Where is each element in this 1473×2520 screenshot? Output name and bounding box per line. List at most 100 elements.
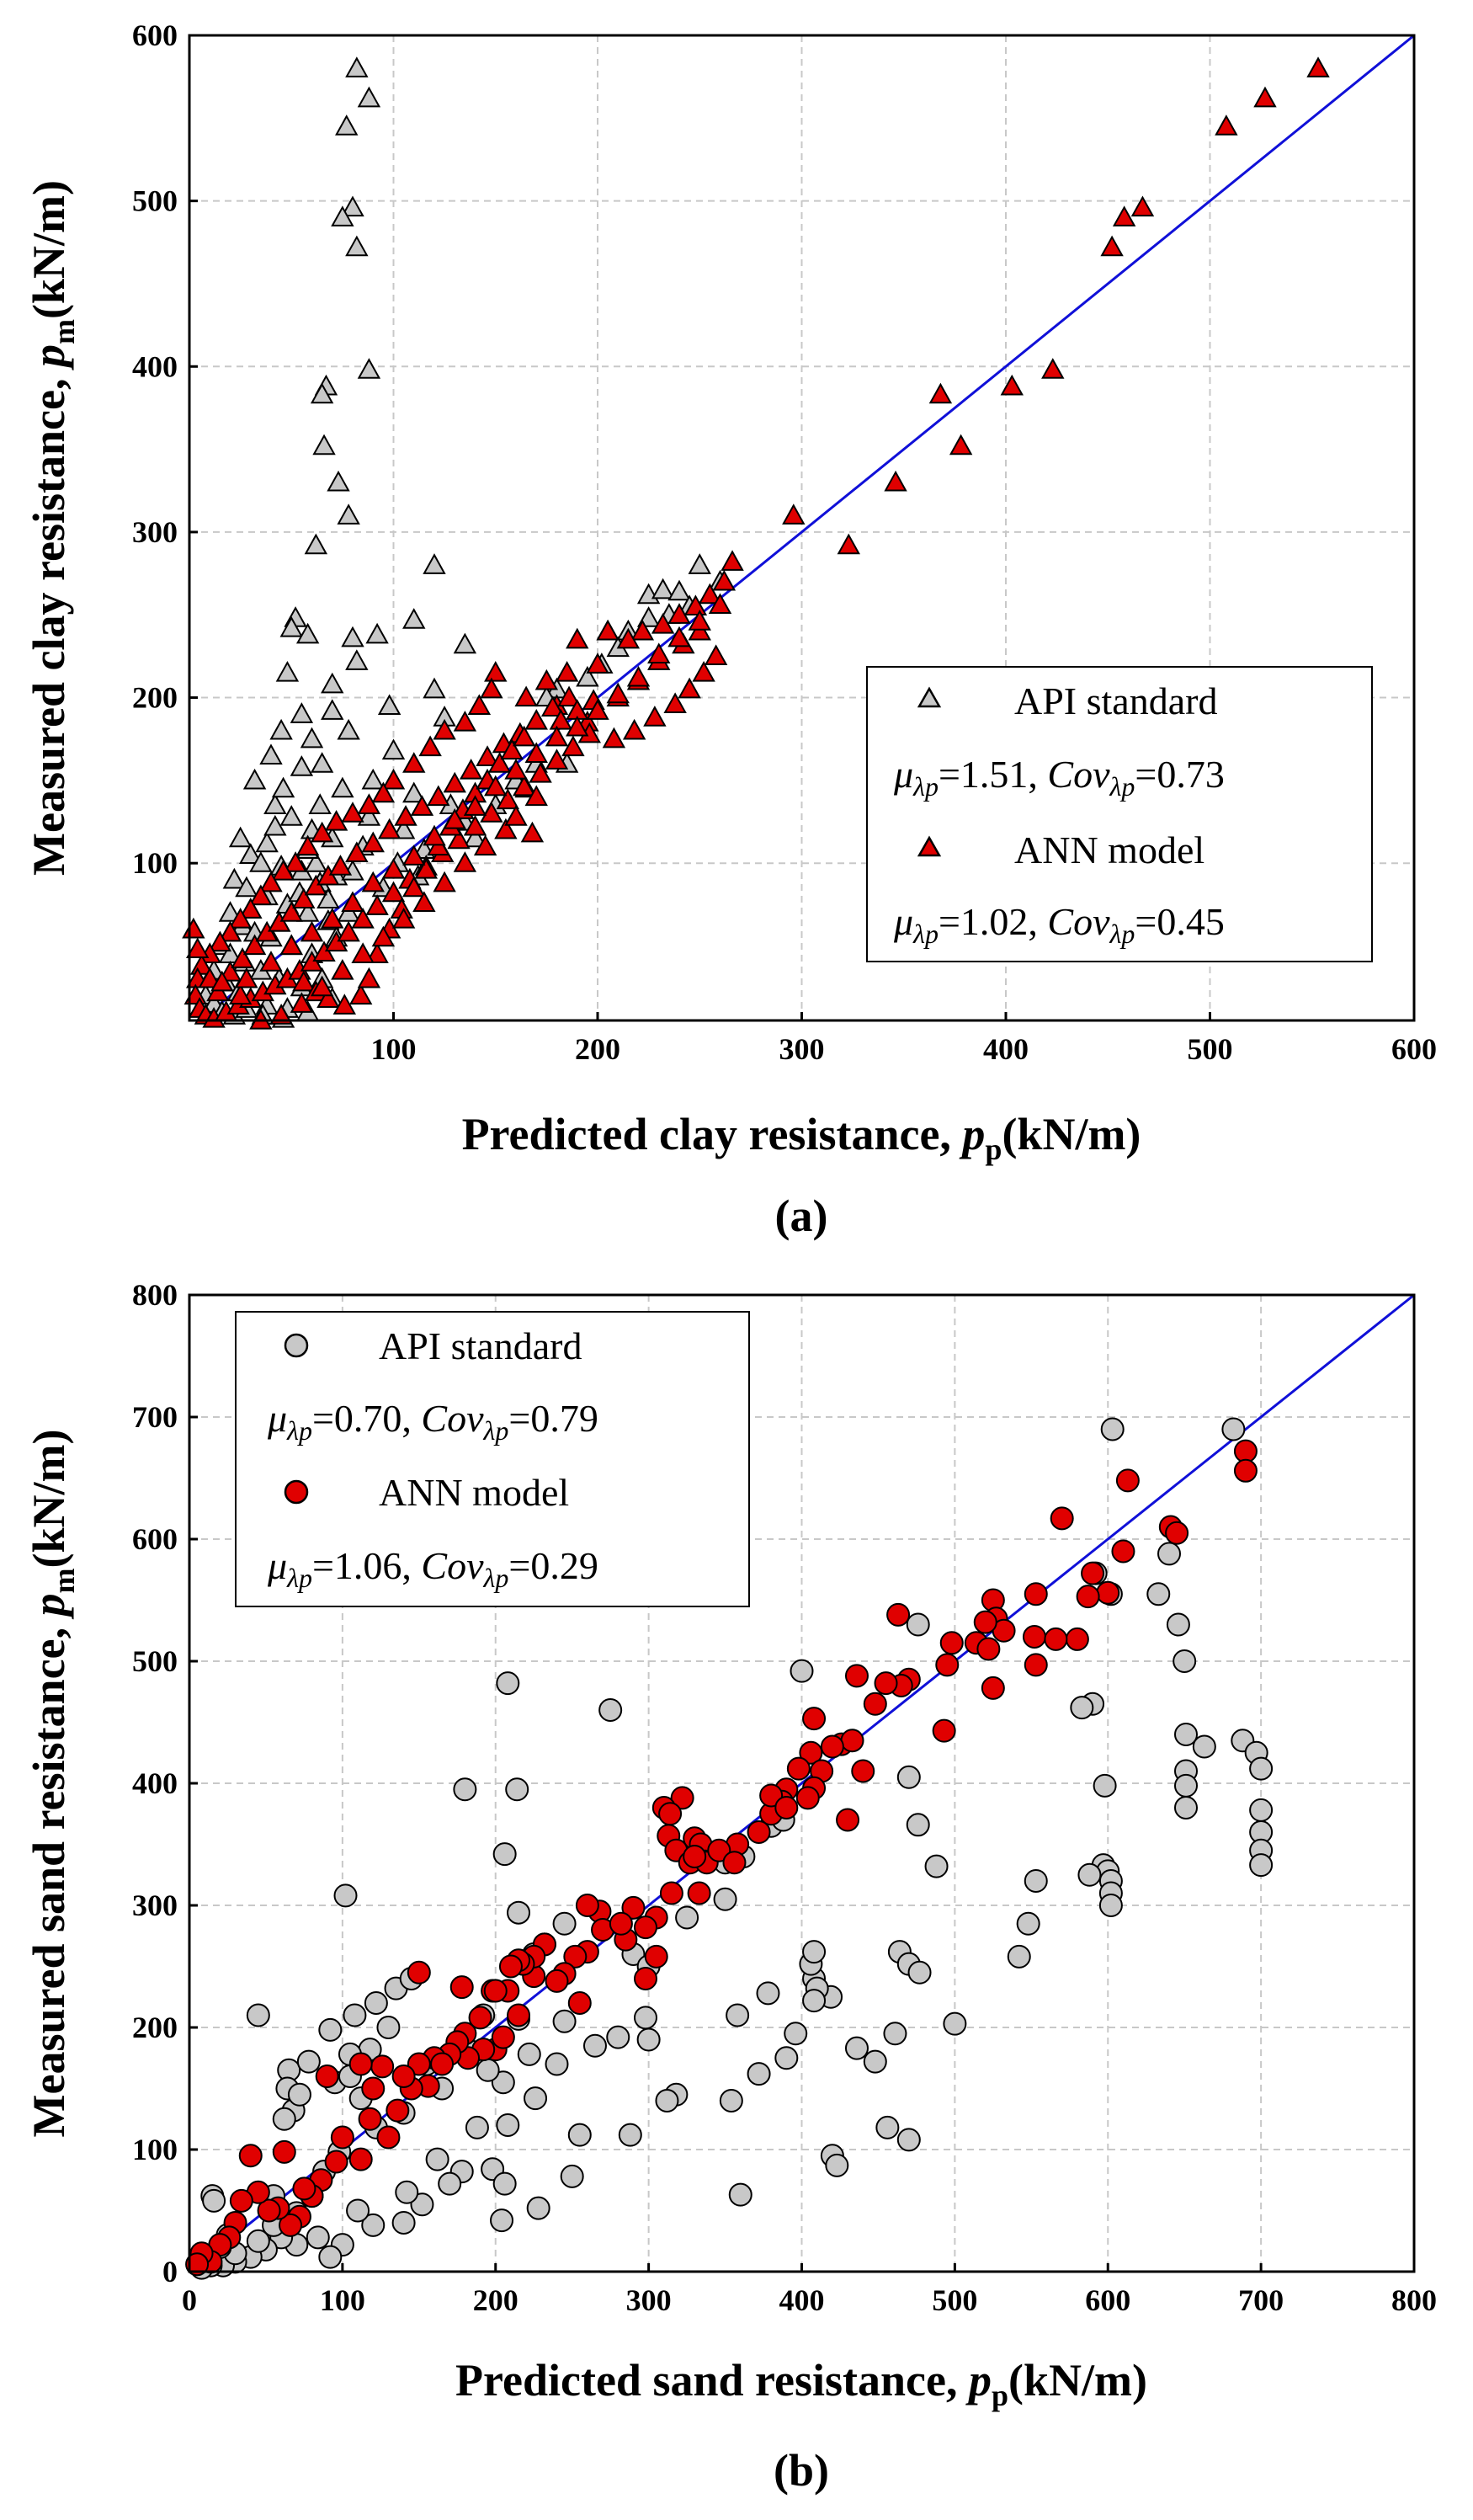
panel-b-ann-point	[935, 1653, 960, 1677]
panel-b-ann-point	[939, 1631, 964, 1655]
panel-b-x-tick-label: 100	[320, 2283, 365, 2317]
panel-a-ann-point	[663, 692, 687, 714]
panel-b-api-point	[246, 2003, 270, 2027]
panel-a-ann-point	[504, 759, 528, 780]
panel-a-legend-ann-label: ANN model	[1014, 828, 1204, 871]
panel-b-api-point	[410, 2192, 434, 2217]
panel-b-ann-point	[633, 1915, 657, 1940]
panel-b-ann-point	[851, 1759, 875, 1783]
panel-b-legend: API standard μλp=0.70, Covλp=0.79 ANN mo…	[235, 1311, 750, 1607]
panel-a-ann-point	[463, 814, 487, 836]
panel-a-api-point	[290, 702, 314, 723]
panel-a-ann-point	[500, 738, 524, 760]
panel-b-x-tick-label: 300	[626, 2283, 672, 2317]
panel-b-ann-point	[1233, 1439, 1258, 1463]
panel-b-legend-api-label: API standard	[379, 1324, 582, 1367]
panel-a-x-axis-title: Predicted clay resistance, pp(kN/m)	[462, 1109, 1141, 1166]
panel-b-y-tick-label: 200	[132, 2011, 178, 2044]
panel-b-ann-point	[1233, 1458, 1258, 1483]
panel-b-api-point	[318, 2017, 343, 2042]
panel-b-legend-ann-stats: μλp=1.06, Covλp=0.29	[267, 1544, 598, 1593]
panel-a-api-point	[667, 579, 691, 601]
panel-a-x-tick-label: 100	[371, 1032, 417, 1066]
panel-a-ann-point	[534, 669, 559, 690]
panel-b-api-point	[287, 2082, 311, 2107]
panel-a-ann-points	[182, 56, 1330, 1030]
panel-b-ann-point	[976, 1637, 1001, 1661]
panel-a-ann-point	[692, 660, 715, 682]
panel-b-x-axis-title: Predicted sand resistance, pp(kN/m)	[455, 2355, 1147, 2412]
panel-b-y-tick-label: 600	[132, 1522, 178, 1556]
panel-a-api-point	[321, 672, 344, 694]
panel-b-ann-point	[1165, 1521, 1189, 1545]
panel-b-api-point	[391, 2211, 416, 2235]
panel-a-ann-point	[218, 920, 242, 942]
panel-a-api-point	[576, 665, 599, 687]
panel-b-ann-point	[1022, 1625, 1046, 1649]
panel-a-ann-point	[371, 781, 396, 803]
panel-a-ann-point	[704, 644, 728, 665]
panel-b-ann-point	[774, 1796, 799, 1819]
panel-a-api-point	[275, 660, 300, 682]
panel-b-api-point	[438, 2171, 462, 2196]
panel-b-ann-point	[449, 1975, 474, 2000]
panel-b-api-point	[505, 1777, 529, 1802]
panel-b-api-point	[491, 2070, 515, 2095]
panel-a-ann-point	[365, 942, 389, 963]
panel-a-ann-point	[473, 834, 497, 856]
panel-a-api-point	[335, 115, 359, 136]
panel-a-api-point	[279, 615, 303, 637]
panel-b-ann-point	[863, 1692, 887, 1716]
panel-a-ann-point	[566, 715, 589, 737]
panel-a-api-point	[357, 358, 381, 379]
panel-a-api-point	[423, 553, 446, 574]
panel-b-api-point	[272, 2107, 296, 2131]
panel-a-ann-point	[391, 907, 416, 929]
panel-b-ann-point	[361, 2076, 386, 2101]
panel-b-ann-point	[1065, 1627, 1089, 1651]
panel-b-api-point	[896, 1765, 921, 1789]
panel-a-ann-point	[443, 808, 466, 829]
panel-a-ann-point	[513, 725, 536, 747]
panel-b-ann-point	[315, 2064, 339, 2088]
panel-b-api-point	[1166, 1612, 1190, 1637]
panel-a-ann-point	[402, 752, 426, 773]
panel-b-ann-point	[786, 1756, 811, 1781]
panel-a-ann-point	[349, 983, 373, 1005]
panel-b-api-point	[1070, 1696, 1094, 1720]
panel-a-ann-point	[721, 550, 744, 571]
panel-a-ann-point	[242, 934, 267, 956]
panel-a-ann-point	[514, 685, 538, 707]
panel-b-ann-point	[621, 1895, 646, 1920]
panel-b-ann-point	[279, 2213, 303, 2237]
panel-a-api-point	[263, 793, 287, 814]
panel-a-ann-point	[667, 626, 691, 647]
panel-a-legend-ann-stats: μλp=1.02, Covλp=0.45	[893, 900, 1225, 949]
panel-a-ann-point	[630, 619, 655, 641]
panel-b-x-tick-label: 400	[779, 2283, 825, 2317]
panel-a-x-ticks: 100 200 300 400 500 600	[371, 1012, 1437, 1066]
panel-a-ann-point	[316, 987, 340, 1009]
panel-b-api-point	[1174, 1796, 1199, 1819]
panel-b-api-point	[719, 2089, 743, 2112]
panel-a-ann-point	[524, 785, 548, 807]
panel-a-ann-point	[1215, 115, 1238, 136]
panel-b-api-point	[346, 2198, 370, 2223]
panel-b-api-point	[567, 2123, 592, 2147]
panel-a-api-point	[304, 851, 328, 872]
panel-b-api-point	[306, 2225, 330, 2250]
panel-a-ann-point	[324, 809, 348, 831]
panel-a-ann-point	[884, 470, 907, 492]
panel-a-ann-point	[381, 857, 406, 879]
panel-b-ann-point	[1115, 1468, 1140, 1493]
panel-b-api-point	[552, 1911, 577, 1936]
panel-b-api-point	[582, 2033, 607, 2058]
panel-a-ann-point	[626, 665, 651, 687]
panel-b-ann-point	[795, 1786, 820, 1810]
panel-b-x-tick-label: 700	[1238, 2283, 1284, 2317]
panel-a-ann-point	[484, 660, 508, 682]
panel-b-ann-point	[1024, 1582, 1048, 1606]
panel-b-api-point	[1157, 1542, 1181, 1566]
panel-a-ann-point	[259, 871, 283, 892]
panel-a-api-point	[345, 235, 369, 257]
